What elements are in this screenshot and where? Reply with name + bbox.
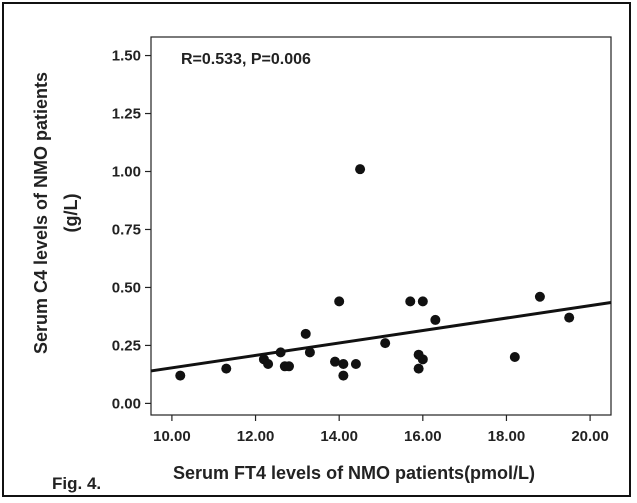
regression-line (150, 301, 612, 373)
x-tick-label: 14.00 (320, 428, 358, 445)
y-axis-title-line-2: (g/L) (61, 194, 81, 233)
x-axis-title: Serum FT4 levels of NMO patients(pmol/L) (173, 463, 535, 483)
x-tick-label: 12.00 (237, 428, 275, 445)
data-point (430, 314, 441, 325)
data-point (405, 296, 416, 307)
data-point (334, 296, 345, 307)
data-point (417, 296, 428, 307)
y-tick-label: 1.50 (112, 48, 141, 65)
data-point (413, 363, 424, 374)
data-point (338, 370, 349, 381)
plot-area-border (150, 36, 612, 416)
data-point (175, 370, 186, 381)
data-point (300, 328, 311, 339)
data-point (263, 358, 274, 369)
data-point (509, 352, 520, 363)
data-point (380, 338, 391, 349)
y-tick-label: 0.00 (112, 395, 141, 412)
data-point (330, 356, 340, 367)
data-point (304, 347, 315, 358)
data-point (338, 358, 349, 369)
x-tick-label: 20.00 (571, 428, 609, 445)
figure-frame (2, 2, 631, 497)
data-point (534, 291, 545, 302)
x-tick-label: 18.00 (488, 428, 526, 445)
y-tick-label: 0.50 (112, 279, 141, 296)
data-point (350, 358, 361, 369)
y-tick-label: 1.00 (112, 164, 141, 181)
y-tick-label: 0.25 (112, 337, 141, 354)
data-point (221, 363, 232, 374)
x-tick-label: 10.00 (153, 428, 191, 445)
y-tick-label: 0.75 (112, 221, 141, 238)
figure-caption: Fig. 4. (52, 474, 101, 493)
data-point (564, 312, 575, 323)
correlation-annotation: R=0.533, P=0.006 (181, 51, 311, 68)
y-tick-label: 1.25 (112, 106, 141, 123)
data-point (355, 164, 366, 175)
y-axis-title-line-1: Serum C4 levels of NMO patients (31, 72, 51, 354)
data-point (417, 354, 428, 365)
data-point (275, 347, 286, 358)
data-point (284, 361, 294, 372)
x-tick-label: 16.00 (404, 428, 442, 445)
